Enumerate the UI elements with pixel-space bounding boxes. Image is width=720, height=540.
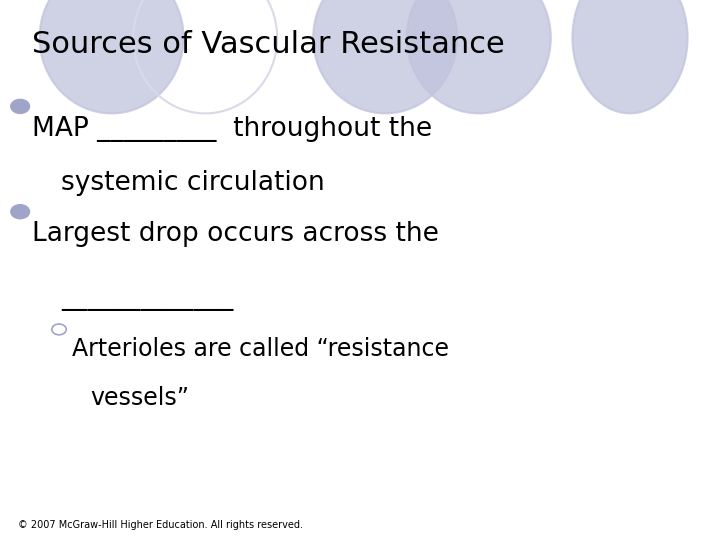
Ellipse shape bbox=[40, 0, 184, 113]
Text: _____________: _____________ bbox=[61, 285, 233, 311]
Text: Sources of Vascular Resistance: Sources of Vascular Resistance bbox=[32, 30, 505, 59]
Ellipse shape bbox=[572, 0, 688, 113]
Ellipse shape bbox=[313, 0, 457, 113]
Text: vessels”: vessels” bbox=[90, 386, 189, 410]
Text: MAP _________  throughout the: MAP _________ throughout the bbox=[32, 116, 433, 142]
Text: systemic circulation: systemic circulation bbox=[61, 170, 325, 196]
Text: © 2007 McGraw-Hill Higher Education. All rights reserved.: © 2007 McGraw-Hill Higher Education. All… bbox=[18, 520, 303, 530]
Ellipse shape bbox=[407, 0, 551, 113]
Text: Arterioles are called “resistance: Arterioles are called “resistance bbox=[72, 338, 449, 361]
Circle shape bbox=[11, 205, 30, 219]
Circle shape bbox=[11, 99, 30, 113]
Text: Largest drop occurs across the: Largest drop occurs across the bbox=[32, 221, 439, 247]
